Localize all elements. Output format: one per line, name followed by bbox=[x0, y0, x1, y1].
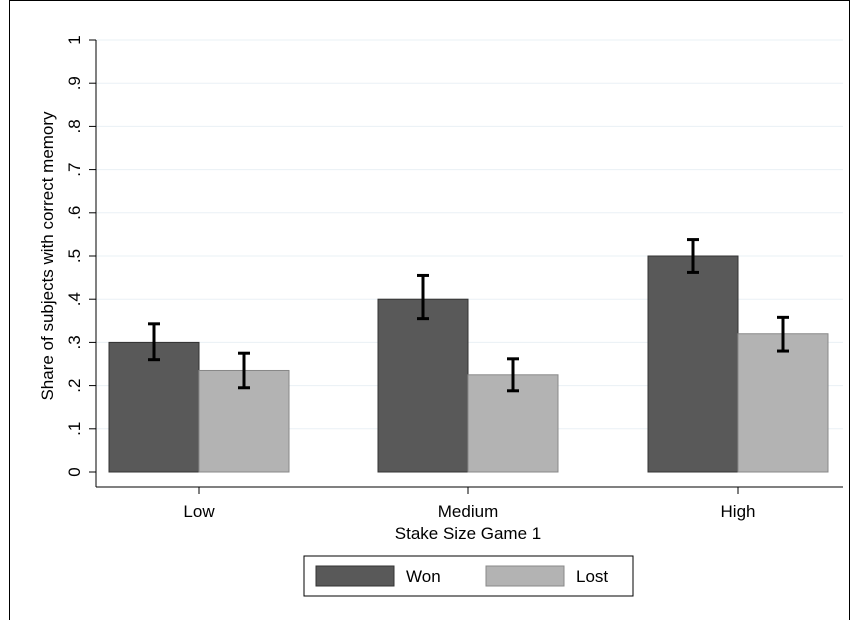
x-axis: Low Medium High bbox=[96, 486, 843, 521]
x-tick-label: Medium bbox=[438, 502, 498, 521]
legend-swatch-won bbox=[315, 565, 395, 587]
y-tick-label: 1 bbox=[65, 35, 84, 44]
bar bbox=[377, 298, 469, 473]
y-tick-label: .6 bbox=[65, 206, 84, 220]
y-tick-label: 0 bbox=[65, 467, 84, 476]
y-tick-label: .8 bbox=[65, 119, 84, 133]
y-tick-label: .3 bbox=[65, 335, 84, 349]
bar bbox=[647, 255, 739, 473]
legend: Won Lost bbox=[303, 555, 634, 597]
y-axis-title: Share of subjects with correct memory bbox=[38, 111, 57, 401]
x-tick-label: Low bbox=[183, 502, 215, 521]
y-tick-label: .5 bbox=[65, 249, 84, 263]
error-bars bbox=[148, 238, 789, 393]
y-tick-label: .9 bbox=[65, 76, 84, 90]
y-tick-label: .2 bbox=[65, 379, 84, 393]
legend-label-lost: Lost bbox=[576, 567, 608, 586]
y-tick-label: .1 bbox=[65, 422, 84, 436]
y-tick-label: .4 bbox=[65, 292, 84, 306]
y-axis: 0 .1 .2 .3 .4 .5 .6 .7 .8 .9 1 bbox=[65, 35, 97, 487]
bar bbox=[108, 341, 200, 473]
bar bbox=[737, 333, 829, 473]
bars bbox=[108, 255, 829, 473]
chart-frame bbox=[9, 0, 850, 620]
y-tick-label: .7 bbox=[65, 163, 84, 177]
legend-swatch-lost bbox=[485, 565, 565, 587]
legend-label-won: Won bbox=[406, 567, 441, 586]
x-tick-label: High bbox=[721, 502, 756, 521]
x-axis-title: Stake Size Game 1 bbox=[395, 524, 541, 543]
